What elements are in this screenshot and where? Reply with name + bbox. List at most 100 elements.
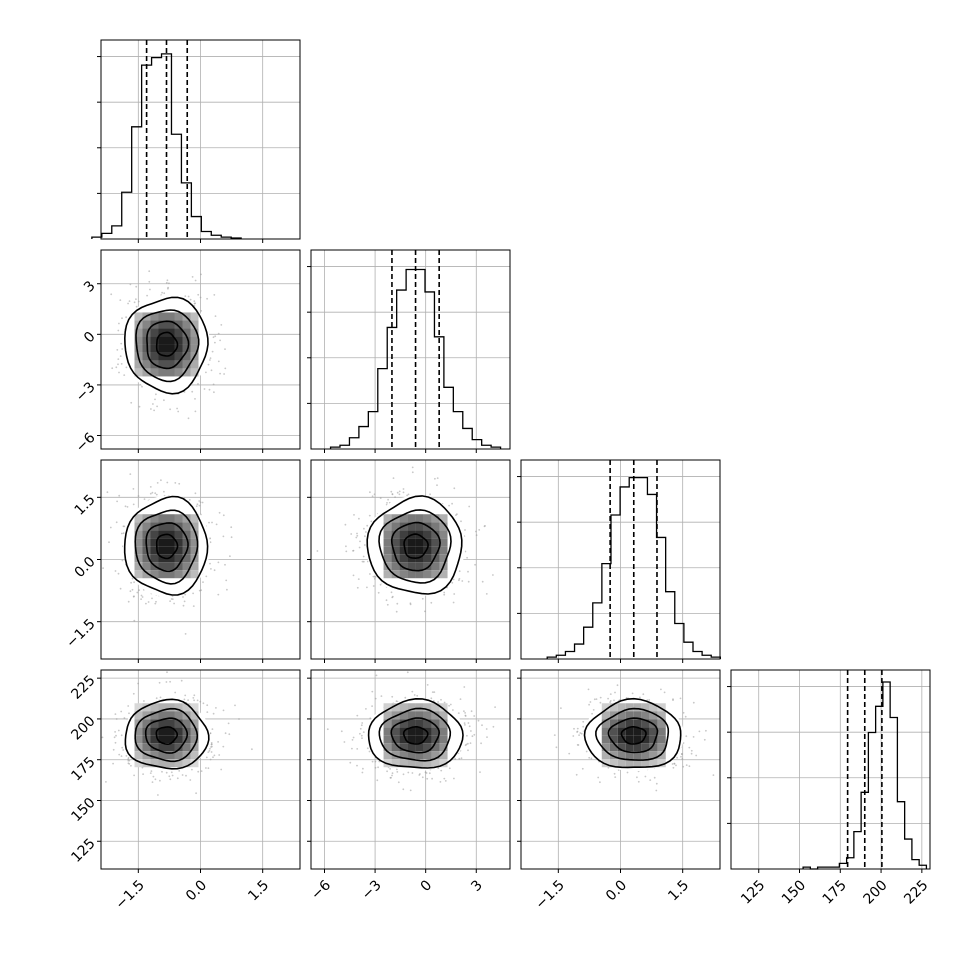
density-cell bbox=[166, 312, 175, 321]
scatter-point bbox=[196, 699, 199, 702]
scatter-point bbox=[112, 748, 115, 751]
density-cell bbox=[439, 538, 448, 547]
density-cell bbox=[150, 530, 159, 539]
density-cell bbox=[383, 727, 392, 736]
density-cell bbox=[617, 719, 626, 728]
scatter-point bbox=[209, 732, 212, 735]
density-cell bbox=[415, 530, 424, 539]
density-cell bbox=[407, 538, 416, 547]
density-cell bbox=[407, 735, 416, 744]
scatter-point bbox=[366, 747, 369, 750]
density-cell bbox=[134, 530, 143, 539]
scatter-point bbox=[174, 482, 177, 484]
scatter-point bbox=[387, 498, 389, 501]
scatter-point bbox=[119, 299, 122, 301]
density-cell bbox=[625, 743, 634, 752]
density-cell bbox=[150, 751, 159, 760]
scatter-point bbox=[352, 574, 355, 577]
scatter-point bbox=[209, 541, 212, 544]
scatter-point bbox=[616, 684, 619, 687]
density-cell bbox=[439, 554, 448, 563]
density-cell bbox=[182, 538, 191, 547]
y-tick-label: 3 bbox=[81, 278, 99, 296]
density-cell bbox=[134, 360, 143, 369]
scatter-point bbox=[205, 371, 207, 374]
scatter-point bbox=[158, 681, 161, 684]
scatter-point bbox=[474, 563, 476, 566]
density-cell bbox=[439, 735, 448, 744]
pair-panel-3-1: −6 −3 0 3 bbox=[307, 669, 511, 903]
scatter-point bbox=[437, 701, 439, 703]
density-cell bbox=[190, 368, 199, 377]
density-cell bbox=[399, 546, 408, 555]
scatter-point bbox=[469, 742, 472, 744]
density-cell bbox=[633, 751, 642, 760]
scatter-point bbox=[443, 591, 446, 594]
scatter-point bbox=[682, 711, 685, 714]
density-cell bbox=[383, 719, 392, 728]
scatter-point bbox=[362, 767, 364, 770]
density-cell bbox=[391, 727, 400, 736]
scatter-point bbox=[169, 680, 172, 683]
scatter-point bbox=[161, 770, 163, 773]
scatter-point bbox=[118, 494, 121, 497]
scatter-point bbox=[168, 775, 171, 778]
scatter-point bbox=[176, 407, 179, 410]
scatter-point bbox=[214, 335, 217, 338]
scatter-point bbox=[117, 572, 120, 575]
scatter-point bbox=[356, 764, 358, 767]
density-cell bbox=[407, 743, 416, 752]
scatter-point bbox=[135, 285, 138, 288]
scatter-point bbox=[675, 764, 677, 767]
scatter-point bbox=[183, 600, 186, 603]
density-cell bbox=[641, 719, 650, 728]
density-cell bbox=[150, 368, 159, 377]
density-cell bbox=[431, 530, 440, 539]
density-cell bbox=[174, 360, 183, 369]
density-cell bbox=[609, 751, 618, 760]
scatter-point bbox=[189, 298, 192, 301]
scatter-point bbox=[471, 735, 474, 738]
scatter-point bbox=[128, 712, 130, 715]
density-cell bbox=[657, 735, 666, 744]
scatter-point bbox=[369, 491, 371, 494]
density-cell bbox=[391, 538, 400, 547]
density-cell bbox=[617, 703, 626, 712]
contour-line bbox=[155, 533, 179, 560]
density-cell bbox=[190, 538, 199, 547]
scatter-point bbox=[116, 349, 119, 351]
scatter-point bbox=[396, 491, 399, 494]
density-cell bbox=[158, 546, 167, 555]
density-cell bbox=[415, 703, 424, 712]
density-cell bbox=[439, 514, 448, 523]
scatter-point bbox=[218, 511, 221, 514]
scatter-point bbox=[637, 780, 640, 783]
scatter-point bbox=[184, 593, 187, 596]
scatter-point bbox=[148, 280, 151, 283]
density-cell bbox=[633, 719, 642, 728]
density-cell bbox=[649, 743, 658, 752]
density-cell bbox=[174, 368, 183, 377]
scatter-point bbox=[205, 756, 208, 759]
scatter-point bbox=[402, 788, 405, 791]
scatter-point bbox=[112, 762, 114, 765]
scatter-point bbox=[371, 760, 374, 763]
density-cell bbox=[383, 703, 392, 712]
hist-panel-2 bbox=[517, 459, 721, 663]
scatter-point bbox=[402, 773, 405, 776]
panel-frame bbox=[100, 249, 301, 450]
scatter-point bbox=[626, 771, 629, 774]
scatter-point bbox=[133, 581, 136, 584]
density-cell bbox=[391, 530, 400, 539]
density-cell bbox=[399, 759, 408, 768]
scatter-point bbox=[655, 789, 658, 792]
scatter-point bbox=[128, 300, 131, 302]
density-cell bbox=[609, 727, 618, 736]
contour-line bbox=[378, 707, 452, 762]
scatter-point bbox=[459, 698, 462, 700]
scatter-point bbox=[406, 671, 409, 674]
density-cell bbox=[158, 562, 167, 571]
density-cell bbox=[383, 554, 392, 563]
scatter-point bbox=[163, 399, 165, 402]
scatter-point bbox=[581, 767, 584, 770]
